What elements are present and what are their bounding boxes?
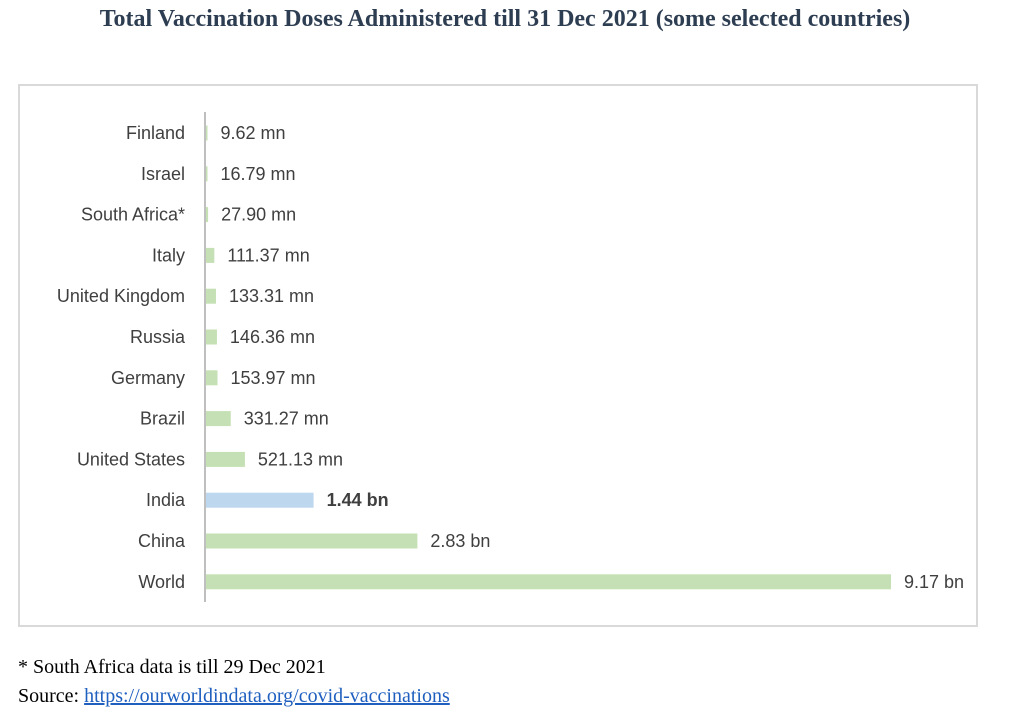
category-label: Italy [152, 245, 185, 265]
source-link[interactable]: https://ourworldindata.org/covid-vaccina… [84, 685, 450, 707]
data-label: 9.17 bn [904, 572, 964, 592]
bar [206, 533, 418, 549]
category-label: World [138, 572, 185, 592]
bar [206, 329, 217, 345]
data-label: 146.36 mn [230, 327, 315, 347]
chart-title: Total Vaccination Doses Administered til… [99, 6, 911, 32]
category-label: United Kingdom [57, 286, 185, 306]
bar [206, 411, 231, 427]
bar [206, 288, 216, 304]
data-label: 27.90 mn [221, 205, 296, 225]
bar [206, 451, 245, 467]
bar [206, 207, 209, 223]
bar-chart: Finland 9.62 mn Israel 16.79 mn South Africa… [57, 112, 964, 602]
source-prefix: Source: [18, 685, 85, 707]
category-label: Germany [111, 368, 185, 388]
chart-area: Finland 9.62 mn Israel 16.79 mn South Africa… [18, 84, 978, 627]
category-label: Brazil [140, 409, 185, 429]
bar [206, 574, 891, 590]
data-label: 9.62 mn [221, 123, 286, 143]
category-label: Israel [141, 164, 185, 184]
data-label: 16.79 mn [221, 164, 296, 184]
data-label: 521.13 mn [258, 449, 343, 469]
bar [206, 166, 208, 182]
bar [206, 492, 314, 508]
category-label: India [146, 490, 186, 510]
data-label: 331.27 mn [244, 409, 329, 429]
bar [206, 370, 218, 386]
bar [206, 125, 208, 141]
category-label: China [138, 531, 186, 551]
data-label: 133.31 mn [229, 286, 314, 306]
source-line: Source: https://ourworldindata.org/covid… [18, 685, 450, 708]
category-label: United States [77, 449, 185, 469]
category-label: Russia [130, 327, 186, 347]
bar [206, 247, 215, 263]
data-label: 153.97 mn [231, 368, 316, 388]
data-label: 111.37 mn [227, 245, 309, 265]
footnote: * South Africa data is till 29 Dec 2021 [18, 656, 326, 678]
data-label: 2.83 bn [430, 531, 490, 551]
category-label: South Africa* [81, 205, 185, 225]
data-label: 1.44 bn [327, 490, 389, 510]
category-label: Finland [126, 123, 185, 143]
